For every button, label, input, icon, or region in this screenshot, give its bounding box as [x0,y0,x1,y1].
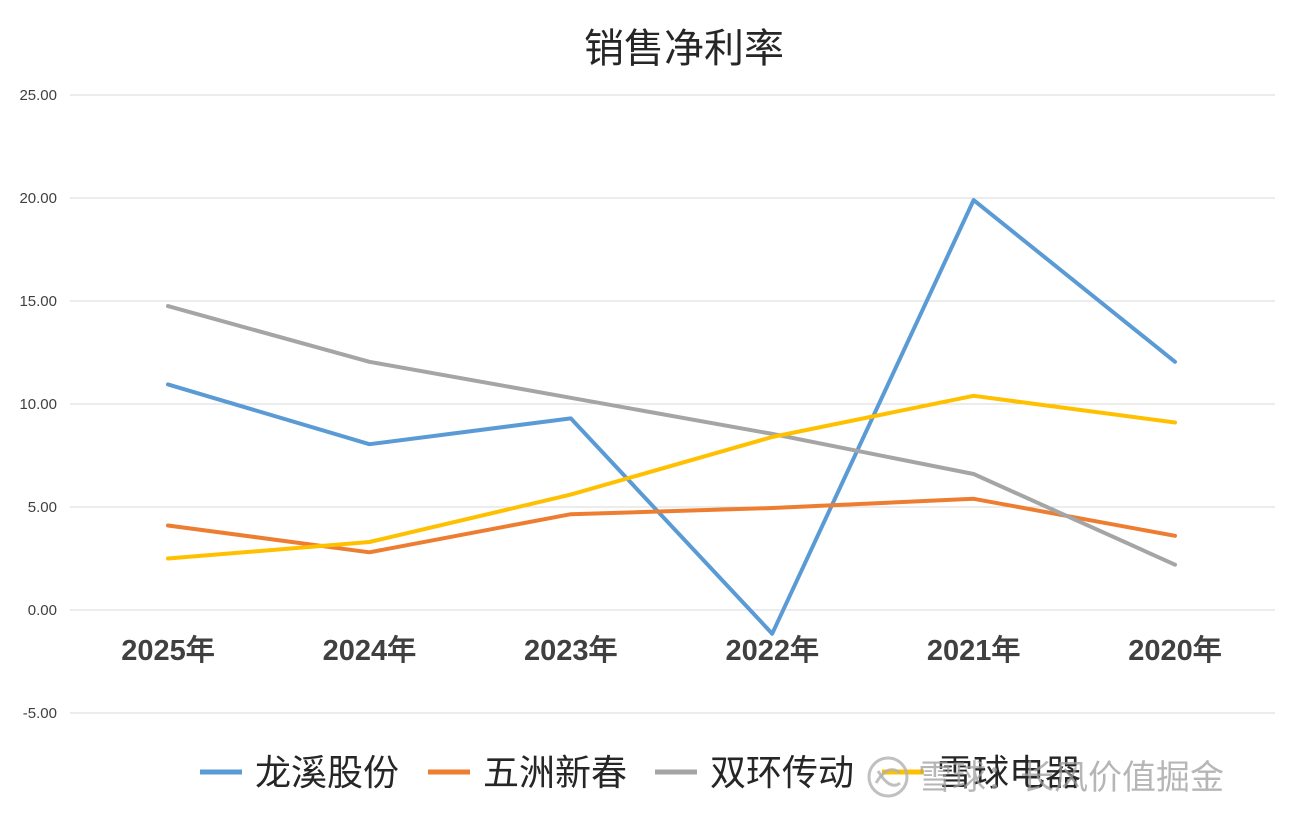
x-tick-label: 2023年 [524,633,618,667]
series-line-0 [166,198,1177,636]
legend-label: 五洲新春 [483,753,627,794]
legend-label: 龙溪股份 [255,753,399,794]
y-tick-label: 20.00 [19,190,57,207]
legend: 龙溪股份 五洲新春 双环传动 雪球电器 [200,753,1081,794]
snowball-logo-icon [867,756,909,798]
x-tick-label: 2021年 [927,633,1021,667]
series-line-2 [166,304,1177,567]
y-tick-label: 10.00 [19,396,57,413]
x-tick-label: 2024年 [323,633,417,667]
x-tick-label: 2025年 [121,633,215,667]
y-tick-label: 0.00 [28,602,57,619]
x-tick-label: 2022年 [725,633,819,667]
y-axis-ticks: 25.00 20.00 15.00 10.00 5.00 0.00 -5.00 [19,87,57,722]
y-tick-label: -5.00 [23,705,57,722]
series-lines [166,198,1177,636]
legend-label: 雪球电器 [937,753,1081,794]
series-line-3 [166,393,1177,561]
x-axis-ticks: 2025年 2024年 2023年 2022年 2021年 2020年 [121,633,1222,667]
y-tick-label: 25.00 [19,87,57,104]
x-tick-label: 2020年 [1128,633,1222,667]
y-tick-label: 15.00 [19,293,57,310]
legend-label: 双环传动 [710,753,854,794]
series-line-1 [166,496,1177,555]
chart-title: 销售净利率 [584,26,784,72]
y-tick-label: 5.00 [28,499,57,516]
watermark: 雪球：长风价值掘金 [867,756,1224,798]
watermark-text: 雪球：长风价值掘金 [918,758,1224,798]
grid-lines [70,94,1275,714]
